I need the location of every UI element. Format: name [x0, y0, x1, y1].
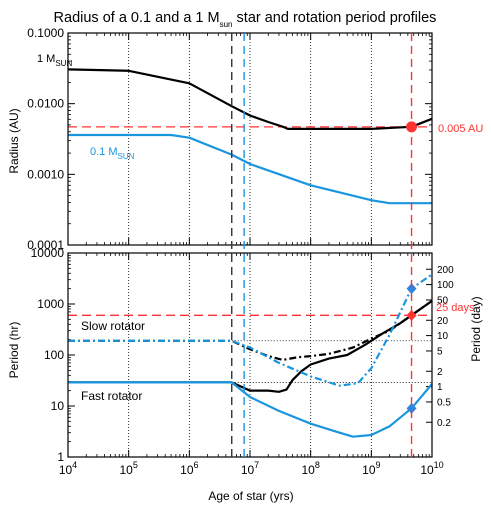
- x-tick-label: 104: [59, 460, 77, 477]
- y-tick-label: 1: [57, 450, 64, 464]
- data-marker: [406, 402, 417, 414]
- period-reference-label: 25 days: [436, 302, 475, 314]
- y-label-period: Period (hr): [7, 322, 21, 379]
- x-tick-label: 109: [362, 460, 380, 477]
- chart-title-sub: sun: [220, 20, 233, 29]
- series-line: [67, 68, 433, 130]
- y-right-tick-label: 10: [437, 331, 449, 342]
- period-panel: 10000 1000 100 10 1 200 100 50 20 10 5 2 1 0.5 0.2: [31, 246, 454, 464]
- y-right-tick-label: 100: [437, 280, 454, 291]
- chart-title-tail: star and rotation period profiles: [233, 10, 437, 26]
- series-label-1msun-main: 1 M: [37, 53, 55, 65]
- y-tick-label: 10000: [31, 246, 65, 260]
- x-tick-label-base: 10: [301, 463, 315, 477]
- chart-title-main: Radius of a 0.1 and a 1 M: [54, 10, 220, 26]
- x-tick-label: 106: [180, 460, 198, 477]
- x-tick-label-base: 10: [362, 463, 376, 477]
- x-tick-label: 108: [301, 460, 319, 477]
- x-tick-label-base: 10: [119, 463, 133, 477]
- y-right-tick-label: 5: [437, 346, 443, 357]
- x-tick-label-base: 10: [59, 463, 73, 477]
- y-right-tick-label: 20: [437, 316, 449, 327]
- data-marker: [406, 283, 417, 295]
- series-label-tenth-msun-main: 0.1 M: [90, 146, 118, 158]
- data-marker: [406, 309, 417, 321]
- x-tick-label-exp: 5: [133, 460, 138, 470]
- y-tick-label: 1000: [37, 297, 64, 311]
- y-tick-label: 100: [44, 348, 64, 362]
- series-label-1msun: 1 MSUN: [37, 53, 72, 68]
- y-tick-label: 0.0001: [27, 238, 64, 252]
- x-tick-label: 1010: [420, 460, 443, 477]
- series-line: [68, 381, 433, 438]
- y-tick-label: 0.1000: [27, 26, 64, 40]
- y-right-tick-label: 50: [437, 295, 449, 306]
- y-right-tick-label: 0.2: [437, 418, 451, 429]
- vertical-reference-lines: [231, 33, 413, 457]
- radius-panel: 0.1000 0.0100 0.0010 0.0001: [27, 26, 433, 252]
- series-label-1msun-sub: SUN: [55, 59, 72, 68]
- y-tick-label: 0.0100: [27, 97, 64, 111]
- x-tick-label-base: 10: [241, 463, 255, 477]
- plot-frame: [67, 32, 433, 246]
- x-tick-label-exp: 6: [194, 460, 199, 470]
- x-axis: 104 105 106 107 108 109 1010: [59, 460, 444, 477]
- x-axis-label: Age of star (yrs): [208, 489, 293, 503]
- x-tick-label-base: 10: [420, 463, 434, 477]
- series-line: [68, 299, 433, 361]
- series-line: [68, 299, 433, 393]
- y-label-radius: Radius (AU): [7, 108, 21, 173]
- x-tick-label-exp: 10: [434, 460, 444, 470]
- x-tick-label-exp: 4: [72, 460, 77, 470]
- x-tick-label-exp: 8: [315, 460, 320, 470]
- x-tick-label: 105: [119, 460, 137, 477]
- y-right-tick-label: 2: [437, 367, 443, 378]
- x-tick-label-base: 10: [180, 463, 194, 477]
- y-tick-label: 0.0010: [27, 167, 64, 181]
- series-line: [68, 133, 432, 205]
- y-right-tick-label: 200: [437, 265, 454, 276]
- x-tick-label-exp: 7: [254, 460, 259, 470]
- radius-reference-label: 0.005 AU: [438, 123, 483, 135]
- y-right-tick-label: 1: [437, 382, 443, 393]
- plot-frame: [67, 252, 433, 458]
- series-label-tenth-msun-sub: SUN: [118, 152, 135, 161]
- x-tick-label: 107: [241, 460, 259, 477]
- x-tick-label-exp: 9: [376, 460, 381, 470]
- slow-rotator-label: Slow rotator: [81, 319, 145, 333]
- series-label-tenth-msun: 0.1 MSUN: [90, 146, 135, 161]
- y-label-period-day: Period (day): [469, 296, 483, 361]
- chart-title: Radius of a 0.1 and a 1 Msun star and ro…: [54, 10, 437, 29]
- y-tick-label: 10: [51, 399, 65, 413]
- y-right-tick-label: 0.5: [437, 397, 451, 408]
- fast-rotator-label: Fast rotator: [81, 389, 142, 403]
